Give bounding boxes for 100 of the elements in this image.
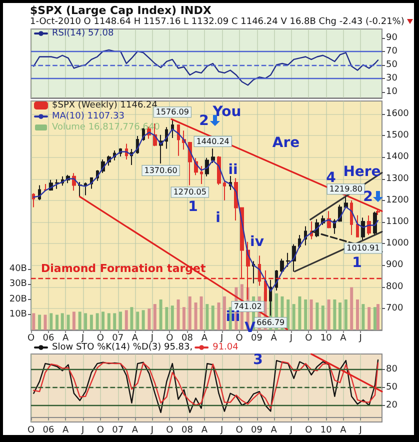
text: 1219.80 bbox=[329, 184, 362, 194]
x-tick-label: 07 bbox=[112, 334, 124, 344]
y-tick-label: 1400 bbox=[386, 152, 410, 162]
x-tick-label: O bbox=[236, 334, 243, 344]
annotation: 1 bbox=[188, 199, 198, 215]
bar bbox=[32, 313, 36, 330]
legend-label: $SPX (Weekly) 1146.24 bbox=[52, 100, 158, 110]
x-tick-label: 06 bbox=[42, 426, 54, 436]
bar bbox=[200, 296, 203, 330]
x-tick-label: A bbox=[201, 334, 208, 344]
candlestick bbox=[356, 214, 359, 238]
y-tick-label: 50 bbox=[386, 60, 398, 70]
y-tick-label: 1100 bbox=[386, 216, 410, 227]
bar bbox=[72, 312, 76, 330]
text: 1370.60 bbox=[144, 166, 178, 176]
legend-label: Slow STO %K(14) %D(3) 95.83, bbox=[52, 342, 193, 352]
bar bbox=[182, 307, 186, 330]
y2-tick-label: 40B bbox=[9, 264, 27, 274]
bar bbox=[373, 307, 376, 330]
bar bbox=[119, 312, 122, 330]
candlestick bbox=[200, 166, 203, 184]
y-tick-label: 900 bbox=[386, 260, 404, 270]
annotation: 1 bbox=[352, 255, 362, 271]
annotation: 4 bbox=[326, 170, 336, 186]
bar bbox=[96, 313, 99, 330]
bar bbox=[362, 304, 365, 330]
x-tick-label: J bbox=[358, 426, 362, 436]
x-tick-label: J bbox=[219, 334, 224, 344]
bar bbox=[368, 307, 371, 330]
candlestick bbox=[344, 196, 348, 208]
text: 1270.05 bbox=[173, 188, 206, 197]
bar bbox=[206, 304, 209, 330]
text: 1010.91 bbox=[346, 244, 380, 253]
y-tick-label: 800 bbox=[386, 282, 404, 292]
candlestick bbox=[55, 178, 59, 190]
bar bbox=[298, 296, 302, 330]
x-tick-label: O bbox=[166, 426, 174, 436]
x-tick-label: O bbox=[305, 334, 312, 344]
annotation: Are bbox=[272, 135, 300, 151]
bar bbox=[136, 312, 140, 330]
annotation: iii bbox=[226, 309, 240, 325]
bar bbox=[107, 313, 110, 330]
x-tick-label: O bbox=[27, 334, 35, 344]
y2-tick-label: 10B bbox=[9, 310, 27, 320]
candlestick bbox=[280, 258, 284, 274]
annotation: iv bbox=[250, 234, 264, 250]
bar bbox=[327, 299, 330, 330]
bar bbox=[113, 313, 116, 330]
annotation: i bbox=[216, 210, 220, 226]
bar bbox=[159, 299, 162, 330]
x-tick-label: 09 bbox=[251, 334, 263, 344]
bar bbox=[50, 313, 53, 330]
text: 666.79 bbox=[256, 318, 285, 328]
bar bbox=[188, 296, 192, 330]
bar bbox=[338, 302, 342, 330]
bar bbox=[102, 312, 105, 330]
x-tick-label: A bbox=[270, 426, 278, 436]
x-tick-label: 09 bbox=[251, 426, 263, 436]
candlestick bbox=[376, 209, 380, 216]
x-tick-label: 08 bbox=[181, 334, 194, 344]
legend-label: 91.04 bbox=[212, 342, 239, 352]
bar bbox=[142, 310, 145, 330]
x-tick-label: J bbox=[219, 426, 224, 436]
bar bbox=[66, 314, 70, 330]
x-tick-label: J bbox=[288, 334, 292, 344]
x-tick-label: J bbox=[150, 426, 154, 436]
bar bbox=[130, 307, 134, 330]
candlestick bbox=[252, 260, 255, 284]
text: 1440.24 bbox=[196, 136, 230, 146]
x-tick-label: J bbox=[358, 334, 362, 344]
bar bbox=[222, 296, 226, 330]
candlestick bbox=[188, 141, 192, 186]
bar bbox=[217, 302, 220, 330]
bar bbox=[84, 313, 88, 330]
x-tick-label: A bbox=[340, 334, 348, 344]
bar bbox=[38, 314, 42, 330]
candlestick bbox=[84, 182, 87, 196]
y-tick-label: 1500 bbox=[386, 130, 410, 141]
candlestick bbox=[177, 124, 180, 156]
candlestick bbox=[286, 252, 290, 268]
bar bbox=[124, 310, 128, 330]
annotation: 2 bbox=[363, 189, 373, 205]
y-tick-label: 1000 bbox=[386, 238, 410, 249]
bar bbox=[350, 287, 354, 330]
annotation: 2 bbox=[199, 113, 209, 129]
annotation: Here bbox=[343, 164, 381, 180]
legend-label: MA(10) 1107.33 bbox=[52, 112, 124, 122]
y-tick-label: 50 bbox=[386, 382, 398, 392]
y-tick-label: 30 bbox=[386, 73, 398, 84]
x-tick-label: J bbox=[80, 426, 84, 436]
bar bbox=[286, 299, 290, 330]
y-tick-label: 1600 bbox=[386, 108, 410, 119]
text: 741.02 bbox=[234, 302, 262, 312]
x-tick-label: O bbox=[236, 426, 243, 436]
x-tick-label: J bbox=[288, 426, 292, 436]
candlestick bbox=[223, 180, 226, 201]
y-tick-label: 700 bbox=[386, 303, 404, 314]
bar bbox=[170, 306, 174, 330]
x-tick-label: 08 bbox=[181, 426, 194, 436]
candlestick bbox=[211, 148, 215, 164]
